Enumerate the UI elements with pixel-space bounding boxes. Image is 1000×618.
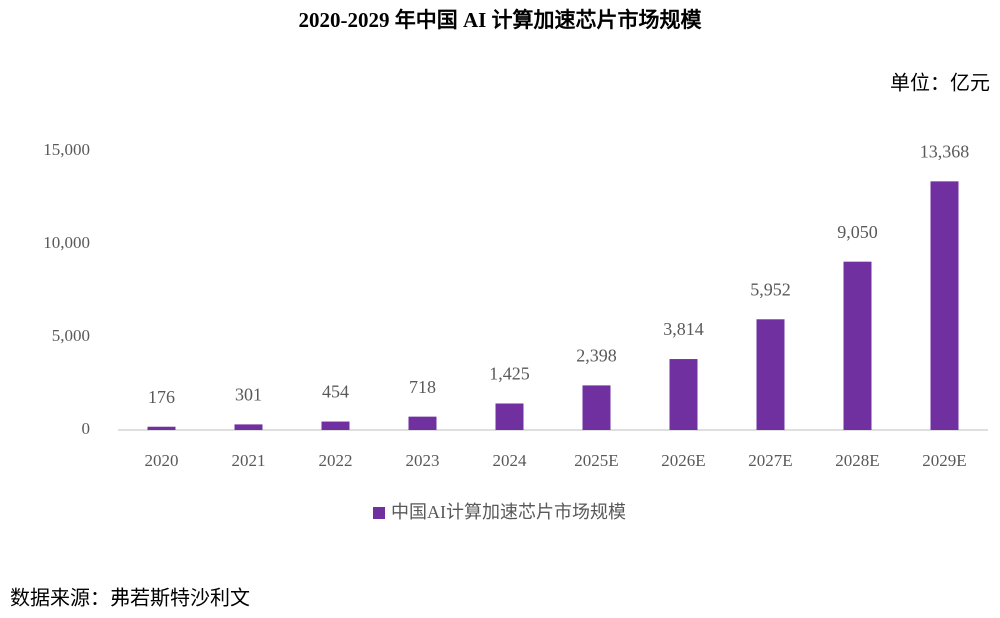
y-tick-label: 10,000 <box>43 233 90 252</box>
bar <box>234 424 263 430</box>
bar <box>582 385 611 430</box>
y-tick-label: 5,000 <box>52 326 90 345</box>
value-label: 13,368 <box>920 141 970 161</box>
value-label: 454 <box>322 382 349 402</box>
x-tick-label: 2026E <box>661 451 705 470</box>
value-label: 5,952 <box>750 279 791 299</box>
x-tick-label: 2020 <box>145 451 179 470</box>
x-tick-label: 2021 <box>232 451 266 470</box>
x-tick-label: 2022 <box>319 451 353 470</box>
x-tick-label: 2027E <box>748 451 792 470</box>
value-label: 301 <box>235 385 262 405</box>
bar <box>669 359 698 430</box>
chart-title: 2020-2029 年中国 AI 计算加速芯片市场规模 <box>298 8 702 32</box>
x-tick-label: 2028E <box>835 451 879 470</box>
value-label: 1,425 <box>489 364 530 384</box>
bar <box>147 426 176 430</box>
bar <box>408 416 437 430</box>
legend-swatch <box>373 507 385 519</box>
x-tick-label: 2023 <box>406 451 440 470</box>
bar <box>321 421 350 430</box>
y-tick-label: 0 <box>82 419 91 438</box>
source-note: 数据来源：弗若斯特沙利文 <box>10 587 250 610</box>
bar <box>495 403 524 430</box>
x-tick-label: 2025E <box>574 451 618 470</box>
bar <box>756 319 785 430</box>
bar <box>930 181 959 430</box>
value-label: 718 <box>409 377 436 397</box>
x-tick-label: 2024 <box>493 451 528 470</box>
value-label: 176 <box>148 387 175 407</box>
y-tick-label: 15,000 <box>43 140 90 159</box>
bar <box>843 261 872 430</box>
legend-label: 中国AI计算加速芯片市场规模 <box>391 502 626 522</box>
value-label: 3,814 <box>663 319 704 339</box>
x-tick-label: 2029E <box>922 451 966 470</box>
value-label: 9,050 <box>837 222 878 242</box>
unit-label: 单位：亿元 <box>890 72 990 95</box>
value-label: 2,398 <box>576 346 617 366</box>
